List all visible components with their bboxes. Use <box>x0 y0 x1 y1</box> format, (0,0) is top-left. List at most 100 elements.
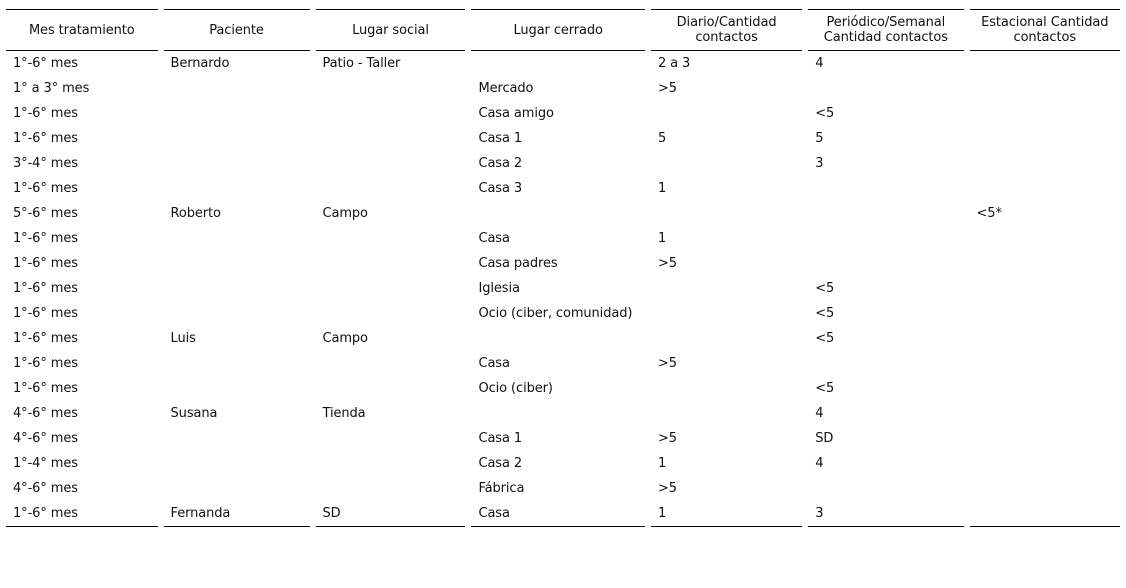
table-cell: >5 <box>657 81 677 96</box>
table-cell: 1°-6° mes <box>13 181 78 196</box>
table-cell: Casa 3 <box>478 181 523 196</box>
table-cell <box>164 126 310 151</box>
header-row: Mes tratamiento Paciente Lugar social Lugar… <box>6 9 1120 51</box>
table-cell <box>808 476 963 501</box>
table-cell <box>164 226 310 251</box>
table-cell: >5 <box>657 481 677 496</box>
table-cell <box>970 276 1120 301</box>
table-cell <box>164 76 310 101</box>
table-cell: <5 <box>815 106 835 121</box>
table-cell <box>164 101 310 126</box>
table-cell: <5 <box>815 306 835 321</box>
table-cell: 1°-6° mes <box>13 331 78 346</box>
table-cell: 1°-6° mes <box>13 106 78 121</box>
table-cell <box>164 376 310 401</box>
table-row: 1°-6° mes Ocio (ciber) <5 <box>6 376 1120 401</box>
table-cell: Casa <box>478 356 510 371</box>
table-cell <box>164 176 310 201</box>
column-header: Mes tratamiento <box>6 9 158 51</box>
table-cell: Casa <box>471 501 645 527</box>
table-cell <box>164 351 310 376</box>
column-header: Paciente <box>163 9 310 51</box>
table-cell: 1 <box>657 456 667 471</box>
table-cell <box>651 376 802 401</box>
table-cell: 4 <box>815 406 824 421</box>
table-cell <box>316 226 466 251</box>
table-cell: Fernanda <box>163 501 310 527</box>
table-row: 1°-6° mes Casa 3 1 <box>6 176 1120 201</box>
table-row: 1°-6° mes Casa >5 <box>6 351 1120 376</box>
table-cell <box>164 276 310 301</box>
table-cell: Casa 2 <box>478 456 523 471</box>
table-cell <box>651 326 802 351</box>
table-row: 5°-6° mes Roberto Campo <5* <box>6 201 1120 226</box>
table-cell <box>970 176 1120 201</box>
column-header: Periódico/Semanal Cantidad contactos <box>808 9 964 51</box>
table-cell: Susana <box>170 406 218 421</box>
table-cell: 4 <box>815 456 824 471</box>
table-cell <box>808 201 963 226</box>
table-cell <box>970 126 1120 151</box>
table-cell: Bernardo <box>170 56 230 71</box>
table-cell <box>651 301 802 326</box>
table-cell <box>316 101 466 126</box>
table-cell: 2 a 3 <box>657 56 691 71</box>
table-cell: 1°-6° mes <box>6 501 158 527</box>
table-cell: >5 <box>657 256 677 271</box>
table-row: 1°-6° mes Fernanda SD Casa 1 3 <box>6 501 1120 527</box>
table-cell <box>164 151 310 176</box>
table-cell: 4°-6° mes <box>13 431 78 446</box>
table-cell: 1°-4° mes <box>13 456 78 471</box>
table-cell: <5* <box>976 206 1002 221</box>
table-cell: >5 <box>657 356 677 371</box>
table-cell: 5 <box>815 131 824 146</box>
table-cell <box>970 76 1120 101</box>
table-cell: 3 <box>815 156 824 171</box>
table-cell: Luis <box>170 331 196 346</box>
table-cell: 4°-6° mes <box>13 406 78 421</box>
column-header: Lugar social <box>315 9 466 51</box>
table-cell <box>970 251 1120 276</box>
contacts-table: Mes tratamiento Paciente Lugar social Lugar… <box>0 9 1126 527</box>
table-cell: Casa amigo <box>478 106 554 121</box>
table-cell <box>651 276 802 301</box>
table-cell: 5 <box>657 131 667 146</box>
table-cell <box>970 301 1120 326</box>
table-cell <box>316 251 466 276</box>
table-cell <box>808 226 963 251</box>
table-cell <box>970 401 1120 426</box>
table-cell: Roberto <box>170 206 221 221</box>
table-cell: Casa 2 <box>478 156 523 171</box>
table-cell: 1°-6° mes <box>13 56 78 71</box>
table-row: 1°-6° mes Casa 1 <box>6 226 1120 251</box>
table-row: 1°-6° mes Casa amigo <5 <box>6 101 1120 126</box>
table-cell: 4°-6° mes <box>13 481 78 496</box>
table-cell <box>316 176 466 201</box>
table-cell <box>316 351 466 376</box>
table-cell <box>970 376 1120 401</box>
table-cell <box>471 51 644 76</box>
table-cell: SD <box>815 431 834 446</box>
table-cell: 1°-6° mes <box>13 281 78 296</box>
table-cell: Ocio (ciber, comunidad) <box>478 306 633 321</box>
table-cell: Casa 1 <box>478 431 523 446</box>
table-cell <box>316 76 466 101</box>
table-cell: 1 <box>657 181 667 196</box>
table-cell: <5 <box>815 331 835 346</box>
table-cell <box>316 376 466 401</box>
table-cell <box>808 251 963 276</box>
table-cell: 5°-6° mes <box>13 206 78 221</box>
table-cell <box>970 451 1120 476</box>
table-cell <box>970 351 1120 376</box>
table-cell <box>316 476 466 501</box>
table-cell <box>316 276 466 301</box>
table-cell: 1° a 3° mes <box>13 81 90 96</box>
table-cell <box>164 251 310 276</box>
table-cell <box>970 326 1120 351</box>
table-cell <box>316 451 466 476</box>
table-cell: Casa <box>478 231 510 246</box>
table-row: 4°-6° mes Susana Tienda 4 <box>6 401 1120 426</box>
table-cell: 3°-4° mes <box>13 156 78 171</box>
table-cell <box>808 351 963 376</box>
table-cell: 3 <box>808 501 964 527</box>
